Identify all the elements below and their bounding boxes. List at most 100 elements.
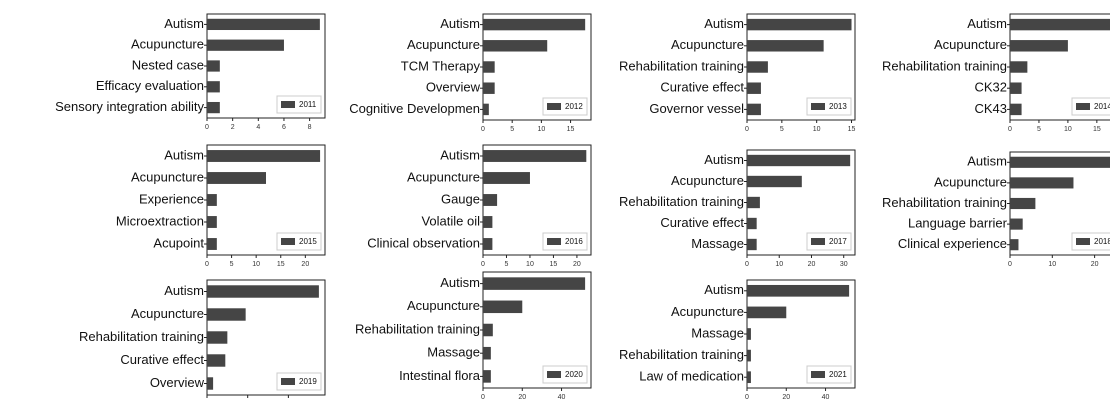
x-tick-label: 5 — [1037, 126, 1041, 133]
x-tick-label: 10 — [1048, 261, 1056, 268]
bar — [483, 300, 523, 314]
y-tick-label: Rehabilitation training — [79, 329, 204, 344]
legend-box — [276, 95, 322, 114]
legend-swatch — [811, 371, 825, 378]
bar — [483, 323, 493, 337]
y-tick-label: Curative effect — [120, 352, 204, 367]
bar — [747, 371, 751, 384]
legend-label: 2020 — [565, 370, 583, 379]
x-tick-label: 5 — [780, 126, 784, 133]
legend-box — [276, 232, 322, 251]
y-tick-label: Volatile oil — [421, 213, 480, 228]
y-tick-label: Curative effect — [660, 80, 744, 95]
x-tick-label: 5 — [505, 261, 509, 268]
legend-swatch — [547, 103, 561, 110]
bar — [207, 150, 321, 162]
bar — [483, 370, 491, 383]
y-tick-label: Massage — [427, 345, 480, 360]
legend-box — [276, 372, 322, 391]
y-tick-label: Clinical experience — [898, 236, 1007, 251]
bar — [747, 238, 757, 251]
legend-swatch — [811, 238, 825, 245]
bar — [483, 61, 495, 73]
x-tick-label: 0 — [481, 126, 485, 133]
x-tick-label: 20 — [301, 261, 309, 268]
y-tick-label: Governor vessel — [649, 101, 744, 116]
y-tick-label: Overview — [426, 80, 481, 95]
legend-label: 2016 — [565, 237, 583, 246]
x-tick-label: 0 — [1008, 126, 1012, 133]
y-tick-label: Acupuncture — [407, 298, 480, 313]
y-tick-label: Autism — [440, 147, 480, 162]
y-tick-label: Language barrier — [908, 216, 1008, 231]
x-tick-label: 4 — [256, 124, 260, 131]
y-tick-label: Rehabilitation training — [882, 58, 1007, 73]
bar — [207, 81, 220, 93]
legend-label: 2018 — [1094, 237, 1110, 246]
y-tick-label: Autism — [164, 147, 204, 162]
x-tick-label: 0 — [745, 126, 749, 133]
y-tick-label: Acupuncture — [934, 174, 1007, 189]
bar — [1010, 18, 1110, 31]
legend-label: 2019 — [299, 377, 317, 386]
x-tick-label: 10 — [813, 126, 821, 133]
legend-label: 2021 — [829, 370, 847, 379]
legend-box — [542, 97, 588, 116]
x-tick-label: 0 — [481, 261, 485, 268]
y-tick-label: Experience — [139, 191, 204, 206]
y-tick-label: Autism — [704, 152, 744, 167]
bar — [483, 346, 491, 360]
x-tick-label: 0 — [481, 394, 485, 401]
y-tick-label: Rehabilitation training — [355, 321, 480, 336]
bar — [207, 216, 217, 228]
x-tick-label: 20 — [518, 394, 526, 401]
legend-label: 2014 — [1094, 102, 1110, 111]
legend-swatch — [811, 103, 825, 110]
y-tick-label: Sensory integration ability — [55, 99, 204, 114]
legend-box — [1071, 97, 1110, 116]
y-tick-label: Autism — [967, 154, 1007, 169]
legend-box — [542, 232, 588, 251]
legend-label: 2017 — [829, 237, 847, 246]
y-tick-label: Autism — [164, 16, 204, 31]
bar — [747, 18, 852, 31]
bar — [747, 40, 824, 52]
y-tick-label: Autism — [967, 16, 1007, 31]
bar — [483, 18, 586, 31]
x-tick-label: 15 — [848, 126, 856, 133]
y-tick-label: Cognitive Developmen — [349, 101, 480, 116]
y-tick-label: TCM Therapy — [401, 58, 481, 73]
y-tick-label: Acupuncture — [671, 304, 744, 319]
y-tick-label: Acupuncture — [407, 37, 480, 52]
bar — [1010, 239, 1019, 251]
y-tick-label: Rehabilitation training — [619, 194, 744, 209]
y-tick-label: Curative effect — [660, 215, 744, 230]
legend-swatch — [547, 371, 561, 378]
bar — [747, 217, 757, 230]
y-tick-label: Rehabilitation training — [619, 58, 744, 73]
x-tick-label: 10 — [526, 261, 534, 268]
bar — [483, 238, 493, 250]
y-tick-label: Clinical observation — [367, 235, 480, 250]
bar — [747, 284, 850, 297]
legend-swatch — [281, 378, 295, 385]
y-tick-label: Acupoint — [153, 235, 204, 250]
x-tick-label: 30 — [840, 261, 848, 268]
x-tick-label: 20 — [573, 261, 581, 268]
y-tick-label: Autism — [704, 282, 744, 297]
x-tick-label: 0 — [745, 261, 749, 268]
legend-label: 2013 — [829, 102, 847, 111]
y-tick-label: Acupuncture — [131, 169, 204, 184]
bar — [747, 154, 851, 167]
legend-box — [1071, 232, 1110, 251]
bar — [1010, 82, 1022, 94]
y-tick-label: Acupuncture — [131, 37, 204, 52]
bar — [207, 331, 228, 344]
y-tick-label: Acupuncture — [934, 37, 1007, 52]
y-tick-label: Acupuncture — [131, 306, 204, 321]
legend-swatch — [547, 238, 561, 245]
y-tick-label: Massage — [691, 325, 744, 340]
y-tick-label: Autism — [164, 283, 204, 298]
y-tick-label: Microextraction — [116, 213, 204, 228]
x-tick-label: 10 — [1064, 126, 1072, 133]
